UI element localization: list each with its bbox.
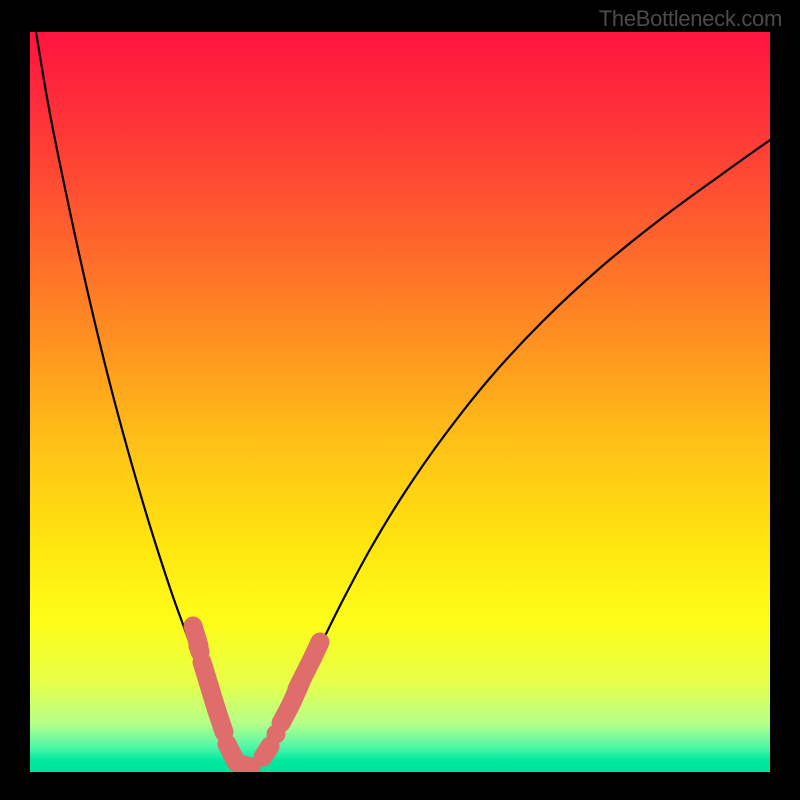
- plot-area: [30, 32, 770, 772]
- necklace-overlay: [193, 626, 320, 772]
- necklace-segment: [313, 642, 320, 657]
- necklace-segment: [263, 746, 270, 757]
- chart-overlay-svg: [30, 32, 770, 772]
- chart-frame: TheBottleneck.com: [0, 0, 800, 800]
- necklace-dot: [267, 725, 286, 744]
- necklace-segment: [198, 646, 200, 652]
- necklace-segment: [216, 708, 224, 732]
- bottleneck-curve: [36, 32, 770, 771]
- watermark-text: TheBottleneck.com: [599, 6, 782, 32]
